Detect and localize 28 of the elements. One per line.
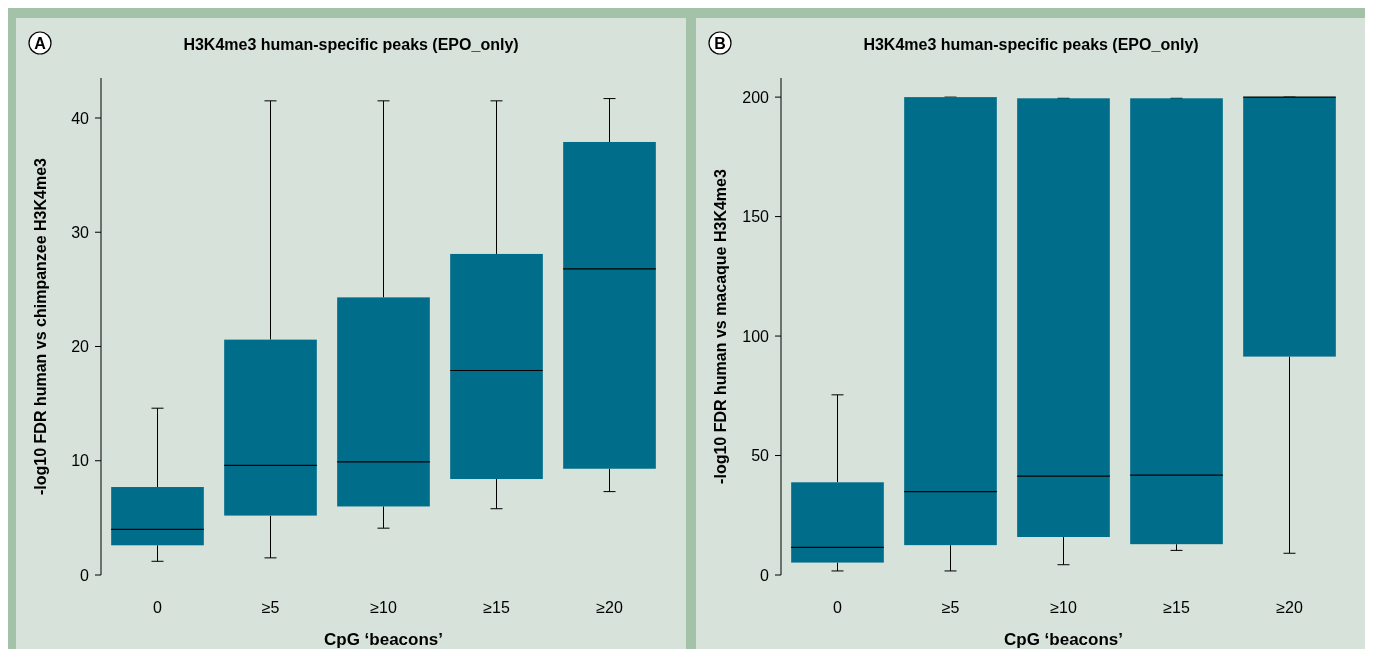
y-tick-label: 0	[80, 566, 90, 584]
y-axis-title: -log10 FDR human vs macaque H3K4me3	[712, 169, 729, 484]
y-tick-label: 20	[71, 338, 90, 356]
x-tick-label: ≥10	[1050, 599, 1077, 616]
text: A	[34, 35, 47, 52]
y-tick-label: 30	[71, 223, 90, 241]
x-axis-title: CpG ‘beacons’	[323, 630, 444, 649]
x-tick-label: ≥5	[261, 599, 280, 616]
x-tick-label: ≥20	[1276, 599, 1303, 616]
x-tick-label: 0	[153, 599, 163, 616]
y-tick-label: 100	[742, 327, 770, 345]
chart-title: H3K4me3 human-specific peaks (EPO_only)	[863, 36, 1199, 53]
y-tick-label: 0	[760, 566, 770, 584]
y-tick-label: 150	[742, 208, 770, 226]
x-axis-title: CpG ‘beacons’	[1003, 630, 1124, 649]
y-tick-label: 50	[751, 447, 770, 465]
y-tick-label: 40	[71, 109, 90, 127]
y-tick-label: 10	[71, 452, 90, 470]
x-tick-label: ≥5	[941, 599, 960, 616]
y-tick-label: 200	[742, 88, 770, 106]
x-tick-label: ≥10	[370, 599, 397, 616]
x-tick-label: 0	[833, 599, 843, 616]
text: B	[714, 35, 726, 52]
x-tick-label: ≥15	[1163, 599, 1190, 616]
chart-title: H3K4me3 human-specific peaks (EPO_only)	[183, 36, 519, 53]
x-tick-label: ≥15	[483, 599, 510, 616]
x-tick-label: ≥20	[596, 599, 623, 616]
y-axis-title: -log10 FDR human vs chimpanzee H3K4me3	[32, 157, 49, 495]
